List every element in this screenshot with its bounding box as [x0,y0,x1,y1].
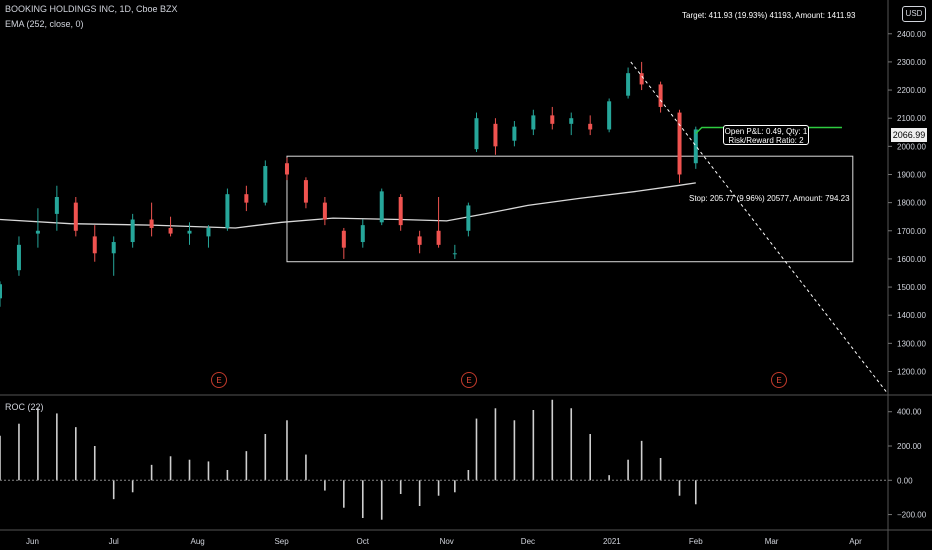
candle-body [531,115,536,130]
candle-body [569,118,574,124]
open-pnl-text: Open P&L: 0.49, Qty: 1 [724,127,808,136]
time-tick-label: Jul [109,537,119,546]
roc-tick-label: 200.00 [897,442,922,451]
candle-body [225,194,230,228]
risk-reward-text: Risk/Reward Ratio: 2 [728,136,804,145]
candle-body [466,205,471,231]
candle-body [54,197,59,214]
candle-body [16,244,21,271]
candle-body [130,219,135,243]
price-tick-label: 2300.00 [897,58,926,67]
time-tick-label: Feb [689,537,703,546]
price-tick-label: 2200.00 [897,86,926,95]
price-tick-label: 1200.00 [897,367,926,376]
candle-body [111,242,116,254]
earnings-marker-feb[interactable]: E [771,372,787,388]
candle-body [341,230,346,248]
candlesticks [0,61,698,307]
candle-body [92,236,97,254]
price-tick-label: 1700.00 [897,227,926,236]
time-tick-label: Sep [274,537,289,546]
ema-line [0,182,696,229]
candle-body [398,197,403,226]
earnings-marker-aug[interactable]: E [211,372,227,388]
price-tick-label: 2000.00 [897,142,926,151]
candle-body [322,202,327,220]
candle-body [187,230,192,234]
price-tick-label: 2400.00 [897,30,926,39]
candle-body [284,163,289,175]
candle-body [244,194,249,203]
earnings-marker-nov[interactable]: E [461,372,477,388]
candle-body [474,118,479,150]
candle-body [303,180,308,203]
candle-body [639,73,644,85]
time-tick-label: Jun [26,537,39,546]
candle-body [35,230,40,234]
last-price-tag: 2066.99 [891,128,927,142]
roc-histogram [0,399,697,520]
trend-line[interactable] [630,61,889,395]
time-tick-label: Apr [849,537,862,546]
time-tick-label: Aug [191,537,205,546]
candle-body [168,227,173,234]
candle-body [206,227,211,237]
candle-body [0,284,2,299]
candle-body [379,191,384,223]
roc-tick-label: −200.00 [897,511,927,520]
price-tick-label: 1600.00 [897,255,926,264]
price-tick-label: 1300.00 [897,339,926,348]
target-info: Target: 411.93 (19.93%) 41193, Amount: 1… [682,11,856,20]
position-info-box[interactable]: Open P&L: 0.49, Qty: 1 Risk/Reward Ratio… [723,125,809,145]
candle-body [626,73,631,96]
price-tick-label: 1400.00 [897,311,926,320]
candle-body [452,253,457,255]
price-tick-label: 1500.00 [897,283,926,292]
candle-body [550,115,555,124]
candle-body [493,123,498,147]
ema-polyline [0,182,696,229]
candle-body [607,101,612,130]
candle-body [436,230,441,245]
ema-indicator-label[interactable]: EMA (252, close, 0) [5,19,84,29]
candle-body [73,202,78,231]
price-tick-label: 1800.00 [897,199,926,208]
currency-button[interactable]: USD [902,6,926,22]
candle-body [263,166,268,203]
stop-info: Stop: 205.77 (9.96%) 20577, Amount: 794.… [689,194,850,203]
range-box [286,155,854,263]
time-tick-label: Oct [357,537,370,546]
candle-body [677,112,682,175]
roc-indicator-label[interactable]: ROC (22) [5,402,44,412]
roc-tick-label: 0.00 [897,476,913,485]
time-tick-label: 2021 [603,537,621,546]
candle-body [693,129,698,164]
time-tick-label: Dec [521,537,535,546]
price-tick-label: 1900.00 [897,170,926,179]
candle-body [512,126,517,141]
chart-title: BOOKING HOLDINGS INC, 1D, Cboe BZX [5,4,178,14]
range-rectangle [286,155,854,263]
candle-body [658,84,663,107]
candle-body [588,123,593,130]
candle-body [360,225,365,243]
roc-tick-label: 400.00 [897,408,922,417]
price-tick-label: 2100.00 [897,114,926,123]
time-tick-label: Mar [765,537,779,546]
candle-body [417,236,422,245]
trend-dashed-line [630,61,889,395]
candle-body [149,219,154,228]
time-tick-label: Nov [440,537,454,546]
